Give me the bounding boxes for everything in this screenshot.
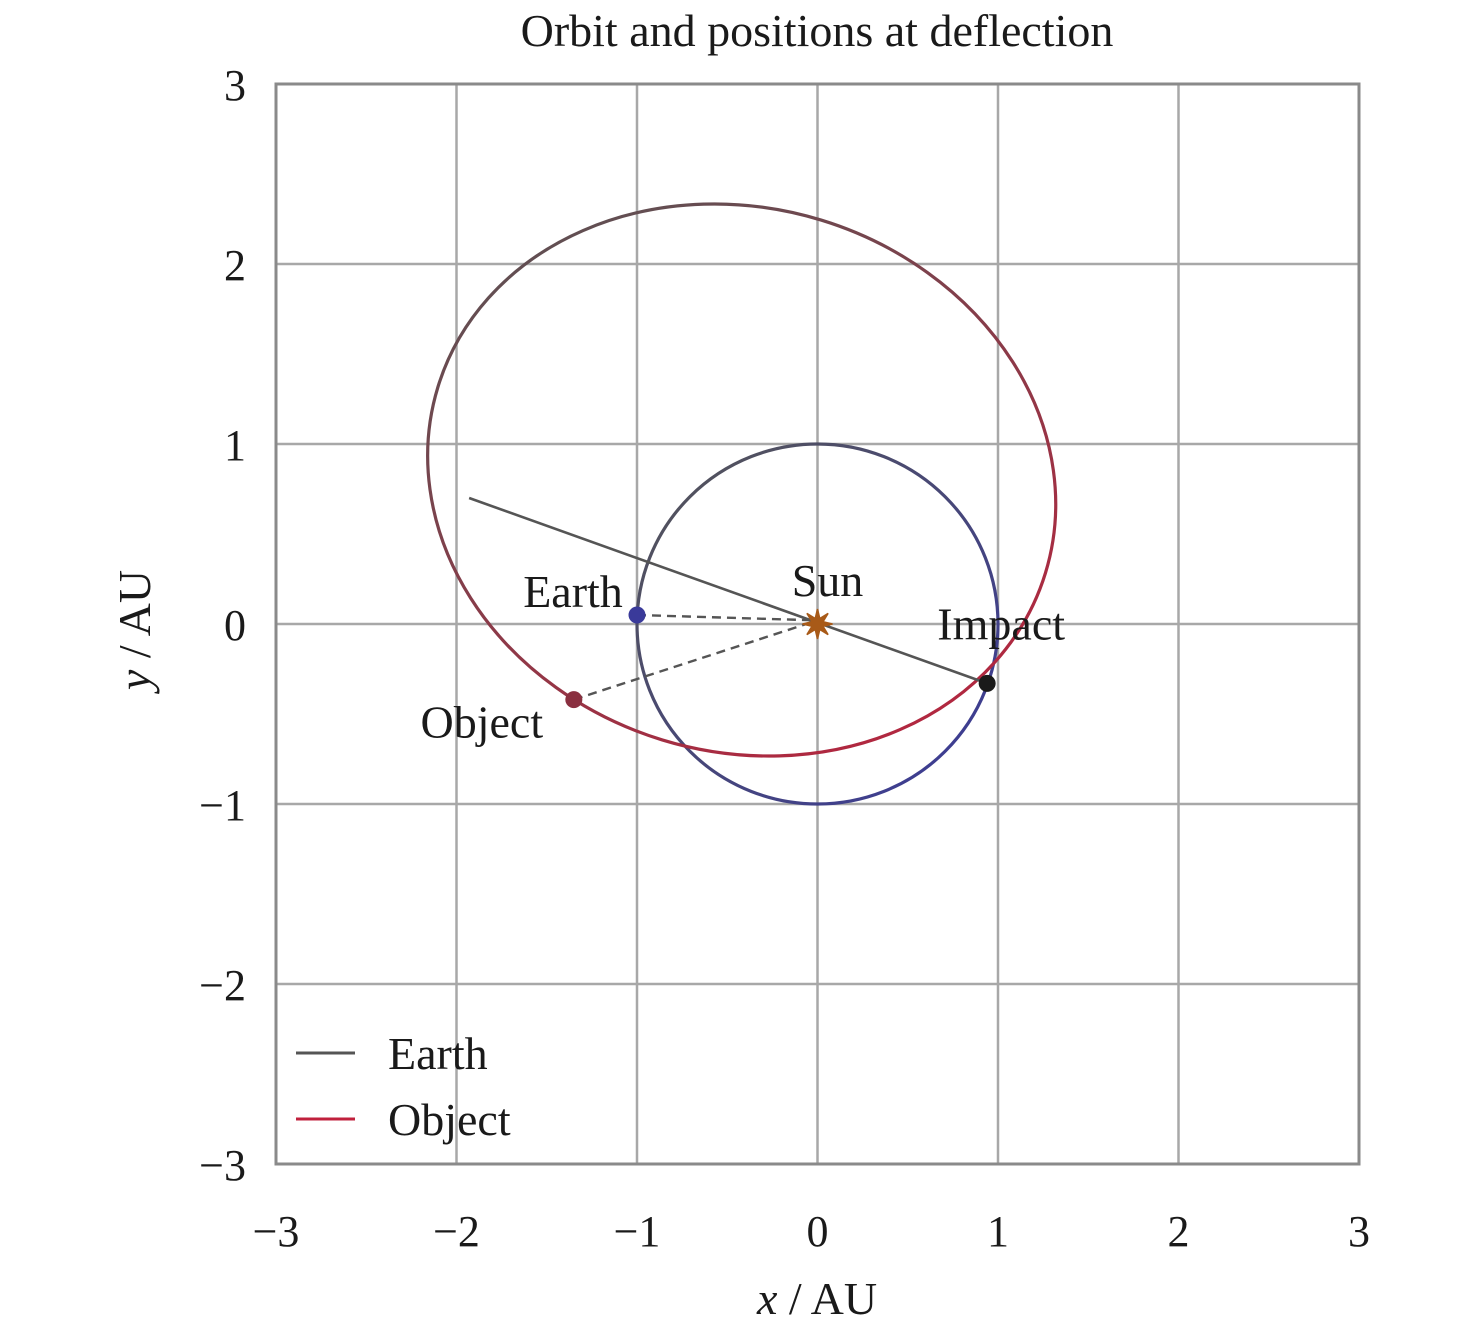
legend: Earth Object bbox=[296, 1028, 511, 1145]
legend-label-earth: Earth bbox=[388, 1028, 488, 1079]
y-tick-label: 3 bbox=[224, 61, 246, 110]
point-markers bbox=[565, 606, 996, 709]
legend-label-object: Object bbox=[388, 1094, 511, 1145]
x-tick-label: −1 bbox=[614, 1207, 661, 1256]
y-tick-label: 2 bbox=[224, 241, 246, 290]
earth-orbit bbox=[635, 442, 1000, 806]
label-impact: Impact bbox=[937, 598, 1065, 649]
plot-frame bbox=[274, 82, 1361, 1166]
object-sun-line bbox=[573, 619, 818, 701]
y-axis-label: y / AU bbox=[109, 570, 160, 694]
x-axis-var: x bbox=[756, 1273, 778, 1324]
object-marker bbox=[565, 691, 583, 709]
earth-marker bbox=[628, 606, 646, 624]
x-tick-label: 2 bbox=[1168, 1207, 1190, 1256]
sun-star-icon bbox=[802, 608, 833, 640]
x-tick-labels: −3 −2 −1 0 1 2 3 bbox=[253, 1207, 1370, 1256]
x-tick-label: −3 bbox=[253, 1207, 300, 1256]
x-tick-label: 1 bbox=[987, 1207, 1009, 1256]
label-earth: Earth bbox=[523, 566, 623, 617]
chart-title: Orbit and positions at deflection bbox=[521, 5, 1114, 56]
x-tick-label: 3 bbox=[1348, 1207, 1370, 1256]
series-layer bbox=[426, 202, 1058, 806]
y-tick-label: 1 bbox=[224, 421, 246, 470]
y-tick-label: −1 bbox=[199, 781, 246, 830]
x-axis-label: x / AU bbox=[756, 1273, 877, 1324]
y-tick-label: −2 bbox=[199, 961, 246, 1010]
x-tick-label: −2 bbox=[433, 1207, 480, 1256]
x-axis-unit: / AU bbox=[777, 1273, 877, 1324]
connector-lines bbox=[468, 496, 988, 701]
y-tick-label: 0 bbox=[224, 601, 246, 650]
apsis-line bbox=[468, 496, 988, 685]
y-tick-label: −3 bbox=[199, 1141, 246, 1190]
label-object: Object bbox=[421, 697, 544, 748]
y-axis-unit: / AU bbox=[109, 570, 160, 670]
x-tick-label: 0 bbox=[807, 1207, 829, 1256]
y-tick-labels: −3 −2 −1 0 1 2 3 bbox=[199, 61, 246, 1190]
impact-marker bbox=[978, 674, 996, 692]
y-axis-var: y bbox=[109, 669, 160, 694]
earth-sun-line bbox=[636, 613, 818, 622]
object-orbit bbox=[426, 202, 1058, 758]
label-sun: Sun bbox=[792, 555, 864, 606]
point-labels: Sun Earth Object Impact bbox=[421, 555, 1066, 748]
